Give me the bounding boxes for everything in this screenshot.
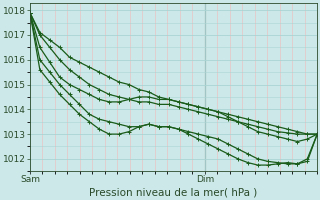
X-axis label: Pression niveau de la mer( hPa ): Pression niveau de la mer( hPa ): [90, 187, 258, 197]
